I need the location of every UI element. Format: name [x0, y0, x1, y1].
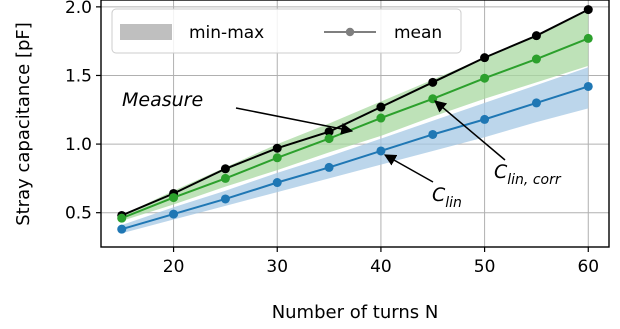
- data-point-c-lin-corr: [220, 173, 230, 183]
- data-point-c-lin: [324, 162, 334, 172]
- legend-label-line: mean: [394, 23, 442, 43]
- data-point-c-lin: [480, 114, 490, 124]
- x-tick-label: 20: [163, 257, 185, 277]
- data-point-c-lin-corr: [531, 54, 541, 64]
- y-tick-label: 1.0: [65, 135, 92, 155]
- annotation-clin-corr: Clin, corr: [494, 161, 562, 188]
- series-lines: [121, 8, 589, 231]
- plot-frame: [100, 0, 610, 248]
- x-tick-label: 50: [474, 257, 496, 277]
- data-point-c-lin-corr: [117, 213, 127, 223]
- legend-label-band: min-max: [189, 23, 264, 43]
- annotation-clin-sub: lin: [445, 195, 462, 211]
- series-points: [117, 5, 593, 234]
- annotation-clin-base: C: [432, 184, 446, 206]
- data-point-c-lin-corr: [376, 113, 386, 123]
- legend: min-max mean: [111, 8, 462, 54]
- y-tick-label: 0.5: [65, 204, 92, 224]
- legend-swatch-band: [120, 24, 172, 40]
- data-point-c-lin: [169, 209, 179, 219]
- data-point-c-lin: [531, 98, 541, 108]
- annotation-measure: Measure: [122, 89, 203, 111]
- x-axis: 20 30 40 50 60: [163, 247, 599, 277]
- series-line-c-lin: [121, 85, 589, 231]
- data-point-c-lin: [272, 178, 282, 188]
- annotation-arrow-clin-corr: [434, 100, 506, 161]
- data-point-measure: [531, 31, 541, 41]
- data-point-measure: [272, 143, 282, 153]
- series-line-c-lin-corr: [121, 37, 589, 220]
- y-axis-label: Stray capacitance [pF]: [13, 22, 34, 226]
- y-axis: 0.5 1.0 1.5 2.0: [65, 0, 101, 224]
- annotation-clin-corr-base: C: [494, 161, 508, 183]
- annotation-clin: Clin: [432, 184, 462, 211]
- data-point-c-lin: [428, 129, 438, 139]
- data-point-c-lin-corr: [324, 134, 334, 144]
- legend-swatch-marker: [345, 27, 355, 37]
- y-tick-label: 1.5: [65, 66, 92, 86]
- annotation-arrow-clin: [383, 154, 434, 183]
- data-point-c-lin-corr: [583, 33, 593, 43]
- x-tick-label: 60: [577, 257, 599, 277]
- x-axis-label: Number of turns N: [272, 302, 439, 323]
- x-tick-label: 30: [266, 257, 288, 277]
- data-point-c-lin: [583, 81, 593, 91]
- x-tick-label: 40: [370, 257, 392, 277]
- series-line-measure: [121, 8, 589, 217]
- data-point-c-lin-corr: [272, 153, 282, 163]
- annotations: Measure Clin, corr Clin: [122, 89, 562, 211]
- y-tick-label: 2.0: [65, 0, 92, 18]
- data-point-measure: [480, 53, 490, 63]
- legend-box: [111, 8, 462, 54]
- data-point-c-lin-corr: [480, 73, 490, 83]
- annotation-clin-corr-sub: lin, corr: [507, 172, 562, 188]
- data-point-c-lin: [117, 224, 127, 234]
- data-point-measure: [324, 127, 334, 137]
- band-c-lin: [121, 67, 589, 234]
- data-point-c-lin: [220, 194, 230, 204]
- data-point-measure: [428, 77, 438, 87]
- annotation-arrow-measure: [235, 107, 354, 135]
- data-point-measure: [583, 5, 593, 15]
- data-point-c-lin-corr: [169, 193, 179, 203]
- data-point-measure: [376, 102, 386, 112]
- data-point-c-lin: [376, 146, 386, 156]
- data-point-measure: [220, 164, 230, 174]
